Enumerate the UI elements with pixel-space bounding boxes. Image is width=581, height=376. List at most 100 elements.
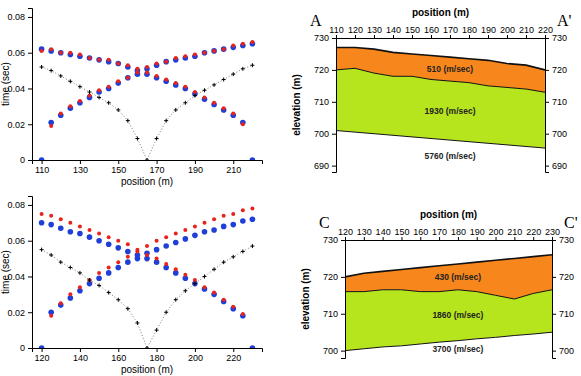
tick-label: 140 [73, 353, 88, 363]
layer-label: 1930 (m/sec) [424, 106, 475, 116]
tick-mark [469, 35, 470, 38]
point [96, 89, 102, 95]
tick-label: 230 [545, 227, 560, 237]
point [135, 68, 141, 74]
tick: 720 [545, 65, 567, 75]
point [39, 220, 45, 226]
point [58, 112, 64, 118]
point [106, 270, 112, 276]
point [192, 53, 198, 59]
point [59, 112, 63, 116]
point [68, 292, 72, 296]
tick: 170 [150, 160, 165, 175]
tick: 150 [394, 227, 409, 240]
plot-area [345, 255, 552, 358]
x-axis-title: position (m) [412, 7, 469, 18]
point [155, 74, 159, 78]
point [241, 312, 245, 316]
point [183, 85, 187, 89]
point [87, 95, 93, 101]
point [97, 95, 101, 99]
point [250, 207, 254, 211]
point [193, 278, 197, 282]
point [222, 298, 226, 302]
point [230, 222, 236, 228]
point [163, 59, 169, 65]
tick: 140 [376, 227, 391, 240]
point [202, 96, 208, 102]
point [163, 79, 169, 85]
tick-label: 140 [376, 227, 391, 237]
tick-label: 220 [526, 227, 541, 237]
point [58, 302, 64, 308]
point [68, 52, 74, 58]
point [78, 271, 82, 275]
tick-label: 130 [367, 25, 382, 35]
point [241, 42, 245, 46]
point [49, 314, 53, 318]
tick-mark [80, 160, 81, 164]
tick-mark [233, 348, 234, 352]
tick: 140 [386, 25, 401, 38]
point [40, 248, 44, 252]
tick: 690 [314, 161, 336, 171]
tick-label: 0.08 [7, 12, 25, 22]
tick-label: 130 [73, 165, 88, 175]
point [97, 283, 101, 287]
section-label: A' [557, 12, 572, 29]
point [115, 265, 121, 271]
point [240, 218, 246, 224]
point [135, 321, 139, 325]
point [193, 282, 197, 286]
point [221, 299, 227, 305]
axis-line [28, 9, 33, 161]
x-axis: 110120130140150160170180190200210220 [329, 25, 553, 39]
point [135, 137, 139, 141]
point [241, 249, 245, 253]
tick-mark [28, 312, 32, 313]
tick: 180 [451, 227, 466, 240]
point [145, 346, 149, 348]
point [97, 232, 101, 236]
axis-line [341, 241, 346, 359]
tick: 190 [188, 160, 203, 175]
point [230, 45, 236, 51]
tick-mark [431, 35, 432, 38]
point [164, 310, 168, 314]
point [49, 47, 53, 51]
x-axis-title: position (m) [121, 364, 173, 375]
point [68, 51, 72, 55]
point [212, 49, 216, 53]
tick: 130 [367, 25, 382, 38]
tick-label: 180 [451, 227, 466, 237]
tick: 110 [35, 160, 49, 175]
tick-mark [374, 35, 375, 38]
layer-label: 430 (m/sec) [435, 272, 481, 282]
point [107, 235, 111, 239]
point [164, 78, 168, 82]
point [231, 305, 235, 309]
point [145, 70, 149, 74]
point [250, 157, 256, 160]
tick-label: 730 [559, 235, 574, 245]
point [173, 57, 179, 63]
point [183, 273, 187, 277]
tick-mark [345, 237, 346, 240]
tick-label: 130 [357, 227, 372, 237]
tick-label: 150 [394, 227, 409, 237]
x-axis: 120130140150160170180190200210220230 [338, 227, 560, 241]
point [202, 50, 208, 56]
tick-mark [28, 205, 32, 206]
tick: 130 [357, 227, 372, 240]
tick: 0.06 [7, 236, 32, 246]
tick-mark [552, 240, 556, 241]
tick-mark [420, 237, 421, 240]
tick-label: 170 [150, 165, 165, 175]
point [203, 88, 207, 92]
tick: 230 [545, 227, 560, 240]
tick-mark [507, 35, 508, 38]
y-axis: 00.020.040.060.08 [7, 197, 32, 354]
tick-label: 710 [552, 97, 567, 107]
y-axis-right: 700710720730 [552, 235, 574, 358]
point [202, 229, 208, 235]
